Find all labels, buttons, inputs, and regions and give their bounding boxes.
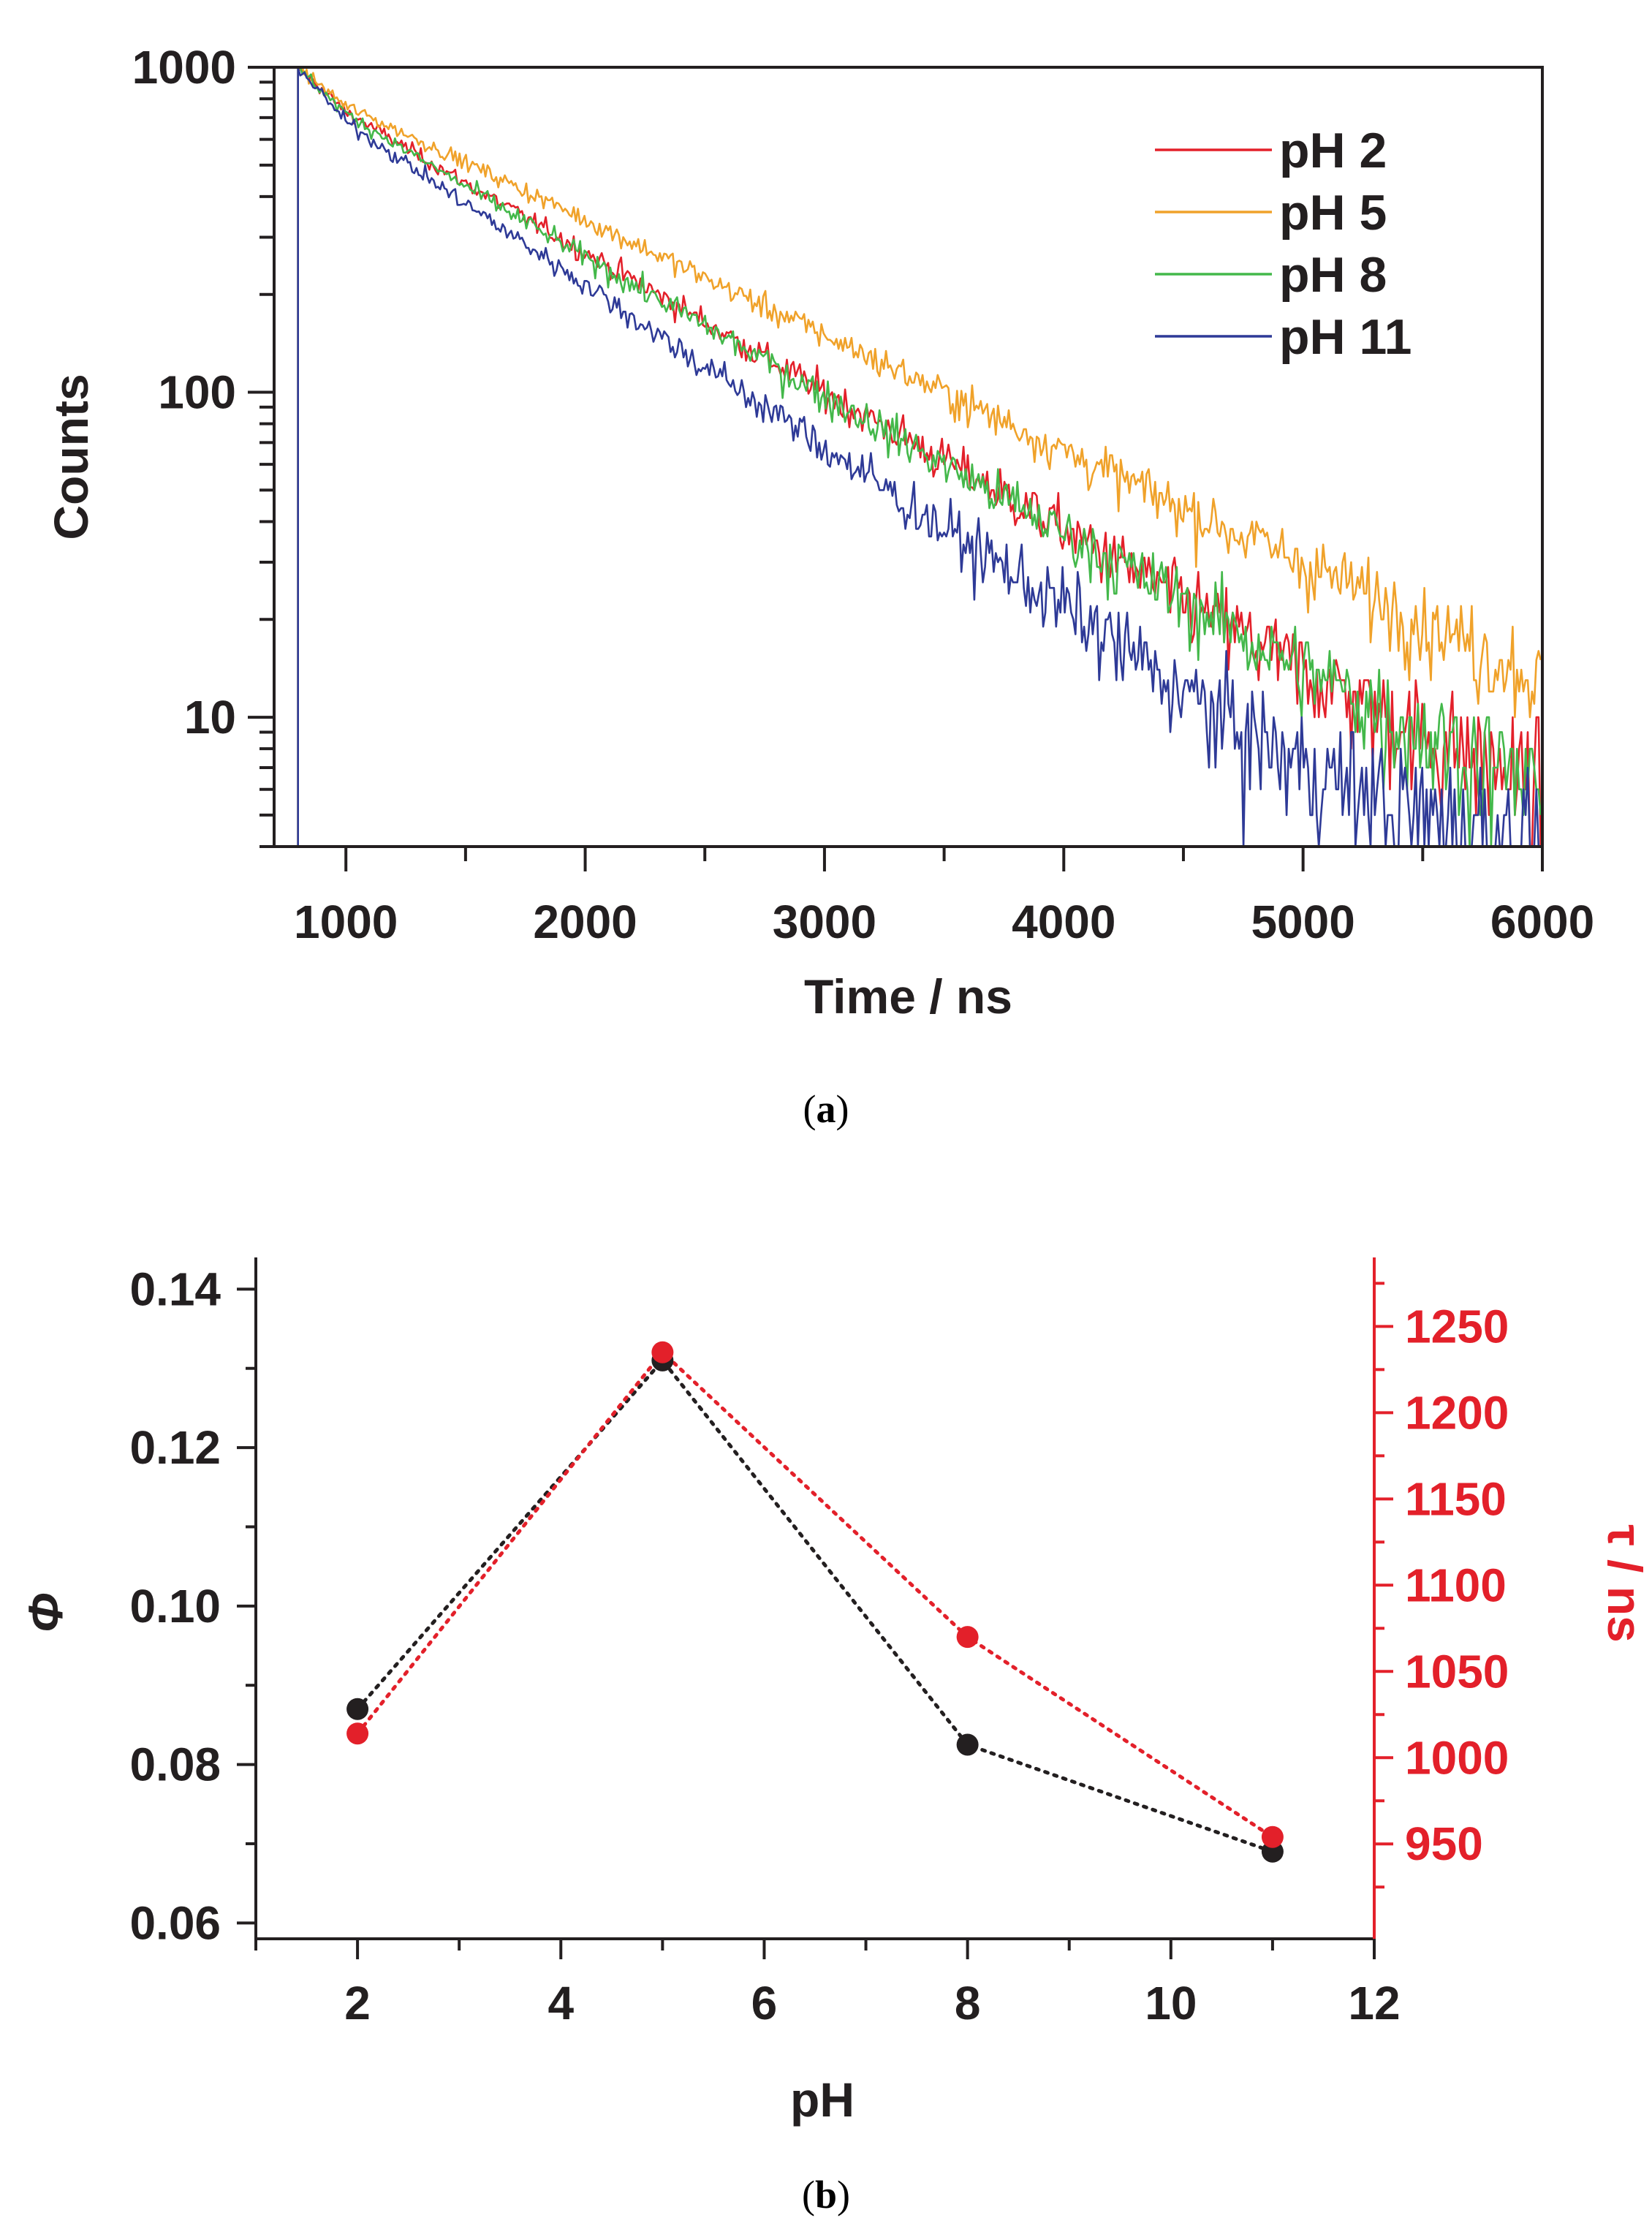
caption-letter: a — [816, 1087, 836, 1131]
x-tick-label: 2 — [344, 1977, 371, 2029]
y-tick-label: 0.10 — [129, 1580, 221, 1632]
series-line-ph-2 — [297, 66, 1542, 848]
caption-letter: b — [815, 2173, 837, 2217]
data-point-phi — [346, 1698, 369, 1720]
y-tick-label: 0.12 — [129, 1421, 221, 1474]
caption-open: ( — [803, 1087, 816, 1131]
y2-axis-title-tau: τ / ns — [1598, 1524, 1652, 1643]
decay-series-group — [297, 66, 1542, 848]
x-tick-label: 4 — [547, 1977, 574, 2029]
series-line-tau — [355, 1350, 1275, 1839]
plot-frame — [273, 66, 1544, 848]
y-tick-label: 10 — [184, 691, 236, 743]
legend-label: pH 5 — [1279, 185, 1387, 241]
data-point-tau — [956, 1626, 979, 1649]
x-axis-title: Time / ns — [804, 969, 1012, 1023]
y2-tick-label: 1200 — [1405, 1386, 1509, 1439]
y-tick-label: 0.06 — [129, 1896, 221, 1949]
y-axis-title-phi: Φ — [18, 1593, 72, 1632]
y-tick-label: 1000 — [132, 41, 236, 94]
x-tick-label: 5000 — [1251, 896, 1354, 948]
data-point-tau — [651, 1341, 674, 1363]
data-point-tau — [346, 1722, 369, 1745]
x-tick-label: 12 — [1348, 1977, 1400, 2029]
data-point-phi — [956, 1733, 979, 1756]
ph-series-group — [346, 1341, 1284, 1863]
legend-label: pH 11 — [1279, 309, 1412, 365]
legend-label: pH 2 — [1279, 123, 1387, 178]
x-axis-title: pH — [790, 2073, 855, 2127]
caption-close: ) — [837, 2173, 850, 2217]
series-line-ph-8 — [297, 66, 1542, 848]
y-axis-title: Counts — [44, 374, 98, 540]
series-line-phi — [355, 1357, 1275, 1854]
y-tick-label: 0.08 — [129, 1738, 221, 1791]
y2-tick-label: 1000 — [1405, 1731, 1509, 1784]
x-tick-label: 2000 — [533, 896, 637, 948]
series-line-ph-5 — [297, 66, 1542, 847]
x-tick-label: 10 — [1145, 1977, 1197, 2029]
legend: pH 2 pH 5 pH 8 pH 11 — [1155, 123, 1412, 365]
caption-close: ) — [836, 1087, 849, 1131]
caption-open: ( — [802, 2173, 815, 2217]
y-tick-label: 100 — [158, 366, 236, 419]
y2-tick-label: 950 — [1405, 1817, 1483, 1870]
y2-tick-label: 1250 — [1405, 1300, 1509, 1352]
series-line-ph-11 — [297, 66, 1541, 848]
x-tick-label: 6000 — [1490, 896, 1594, 948]
data-point-tau — [1261, 1825, 1284, 1848]
x-tick-label: 3000 — [773, 896, 876, 948]
axis-ticks: 10 100 1000 1000 2000 3000 4000 5000 6000 — [132, 41, 1595, 948]
legend-label: pH 8 — [1279, 247, 1387, 303]
y2-tick-label: 1050 — [1405, 1645, 1509, 1698]
y-tick-label: 0.14 — [129, 1263, 221, 1315]
y2-tick-label: 1150 — [1405, 1472, 1507, 1525]
x-tick-label: 8 — [955, 1977, 981, 2029]
x-tick-label: 6 — [751, 1977, 778, 2029]
x-tick-label: 4000 — [1012, 896, 1115, 948]
y2-tick-label: 1100 — [1405, 1559, 1507, 1611]
axes: 0.06 0.08 0.10 0.12 0.14 950 1000 1050 1100 1150 1… — [129, 1257, 1509, 2029]
caption-b: (b) — [802, 2173, 850, 2217]
panel-b-ph-chart: 0.06 0.08 0.10 0.12 0.14 950 1000 1050 1100 1150 1… — [18, 1257, 1652, 2217]
x-tick-label: 1000 — [294, 896, 398, 948]
caption-a: (a) — [803, 1087, 849, 1131]
